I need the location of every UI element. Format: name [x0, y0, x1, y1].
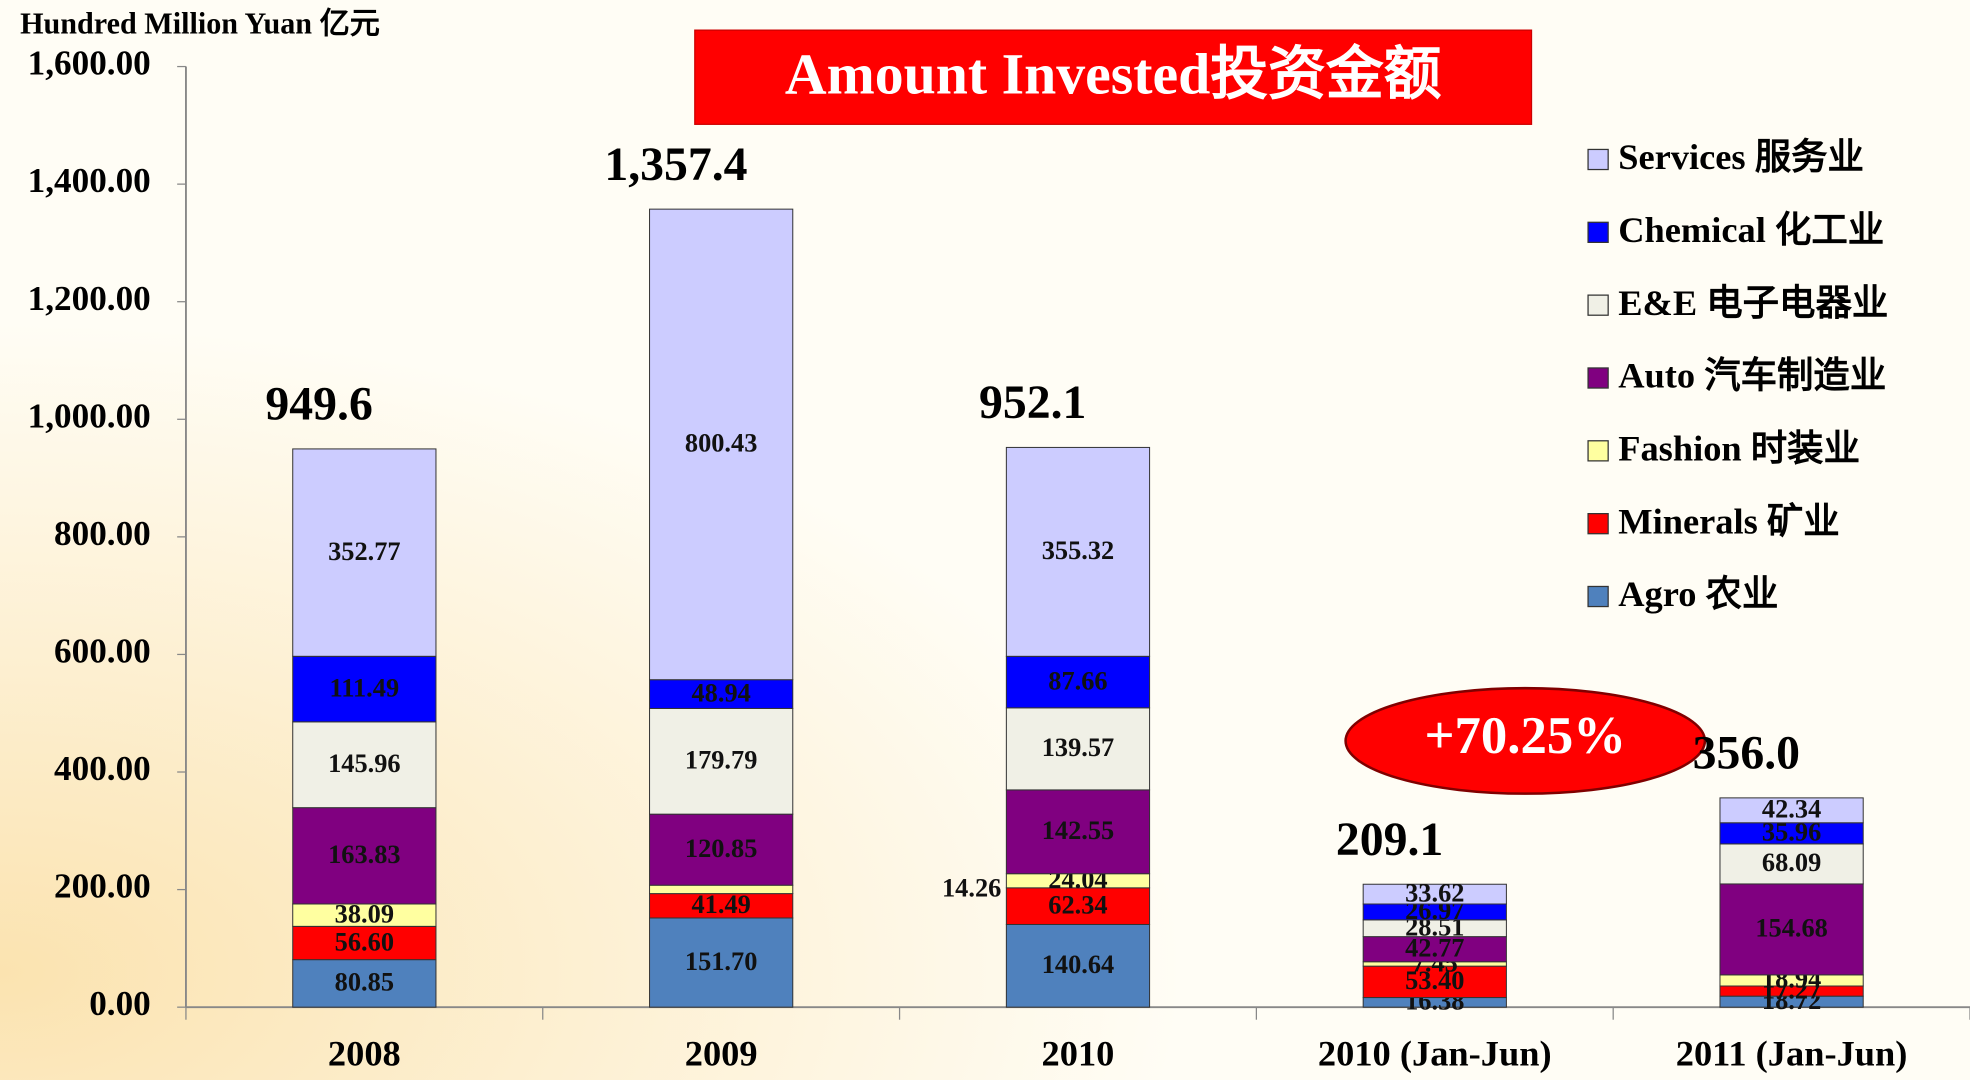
bar-segment	[1005, 887, 1151, 925]
legend-swatch	[1587, 294, 1609, 316]
legend-label: Auto 汽车制造业	[1618, 356, 1886, 396]
data-label: 163.83	[328, 840, 401, 869]
y-tick-label: 800.00	[54, 514, 151, 553]
data-label: 151.70	[685, 947, 758, 976]
bar-segment	[292, 959, 437, 1008]
bar-segment	[1005, 446, 1151, 657]
total-label: 1,357.4	[604, 138, 747, 191]
legend-swatch	[1587, 367, 1609, 389]
total-label: 949.6	[265, 378, 372, 431]
bar-segment	[1005, 707, 1151, 791]
y-axis-label: Hundred Million Yuan 亿元	[20, 6, 380, 40]
title-box	[694, 29, 1533, 125]
legend-swatch	[1587, 585, 1609, 608]
bar-segment	[1005, 655, 1151, 709]
bar-segment	[649, 917, 794, 1008]
bar-segment	[649, 893, 794, 919]
chart-title: Amount Invested投资金额	[785, 43, 1442, 107]
legend-label: Minerals 矿业	[1618, 501, 1840, 541]
bar-segment	[649, 884, 794, 895]
annotation-ellipse	[1344, 686, 1707, 795]
total-label: 209.1	[1336, 813, 1443, 866]
y-tick-label: 400.00	[54, 749, 151, 788]
legend-swatch	[1587, 513, 1609, 535]
y-tick-label: 1,600.00	[28, 44, 151, 83]
data-label: 87.66	[1048, 666, 1107, 695]
data-label: 179.79	[685, 746, 758, 775]
legend-label: Fashion 时装业	[1618, 428, 1860, 468]
total-label: 952.1	[979, 376, 1086, 429]
bar-segment	[292, 925, 437, 961]
y-tick-label: 1,200.00	[28, 279, 151, 318]
data-label: 139.57	[1042, 733, 1115, 762]
x-tick-label: 2011 (Jan-Jun)	[1676, 1034, 1908, 1074]
y-tick-label: 1,400.00	[28, 161, 151, 200]
bar-segment	[292, 655, 437, 723]
bar-segment	[1362, 965, 1507, 999]
bar-segment	[1719, 883, 1864, 976]
bar-segment	[649, 813, 794, 886]
x-tick-label: 2010	[1042, 1034, 1115, 1074]
data-label: 800.43	[685, 429, 758, 458]
x-tick-label: 2008	[328, 1034, 401, 1074]
x-tick-label: 2010 (Jan-Jun)	[1318, 1034, 1552, 1074]
data-label: 48.94	[691, 678, 750, 707]
data-label: 68.09	[1762, 848, 1821, 877]
bar-segment	[649, 707, 794, 815]
bar-segment	[1719, 797, 1864, 824]
bar-segment	[1362, 883, 1507, 905]
total-label: 356.0	[1693, 727, 1800, 780]
bar-segment	[649, 208, 794, 681]
data-label: 41.49	[691, 890, 750, 919]
bar-segment	[1362, 936, 1507, 963]
bar-segment	[292, 721, 437, 809]
data-label: 154.68	[1755, 914, 1828, 943]
data-label: 62.34	[1048, 890, 1107, 919]
bar-segment	[292, 448, 437, 657]
y-tick-label: 200.00	[54, 867, 151, 906]
legend-label: Agro 农业	[1618, 574, 1778, 614]
data-label: 352.77	[328, 537, 401, 566]
annotation: +70.25%	[1424, 707, 1626, 765]
y-tick-label: 600.00	[54, 632, 151, 671]
data-label: 120.85	[685, 834, 758, 863]
data-label: 53.40	[1405, 966, 1464, 995]
data-label: 56.60	[335, 927, 394, 956]
legend-label: E&E 电子电器业	[1618, 283, 1888, 323]
data-label: 42.77	[1405, 933, 1464, 962]
bar-segment	[1005, 923, 1151, 1008]
bar-segment	[1005, 789, 1151, 875]
legend-label: Services 服务业	[1618, 137, 1864, 177]
legend-swatch	[1587, 440, 1609, 462]
data-label: 80.85	[335, 968, 394, 997]
data-label: 145.96	[328, 749, 401, 778]
legend-swatch	[1587, 221, 1609, 243]
data-label: 111.49	[330, 673, 400, 702]
data-label: 140.64	[1042, 950, 1115, 979]
data-label: 142.55	[1042, 816, 1115, 845]
legend-swatch	[1587, 148, 1609, 171]
data-label: 14.26	[942, 874, 1001, 903]
x-tick-label: 2009	[685, 1034, 758, 1074]
legend-label: Chemical 化工业	[1618, 210, 1884, 250]
data-label: 33.62	[1405, 878, 1464, 907]
y-tick-label: 0.00	[89, 984, 151, 1023]
y-tick-label: 1,000.00	[28, 396, 151, 435]
data-label: 42.34	[1762, 795, 1821, 824]
bar-segment	[649, 679, 794, 709]
data-label: 355.32	[1042, 536, 1115, 565]
